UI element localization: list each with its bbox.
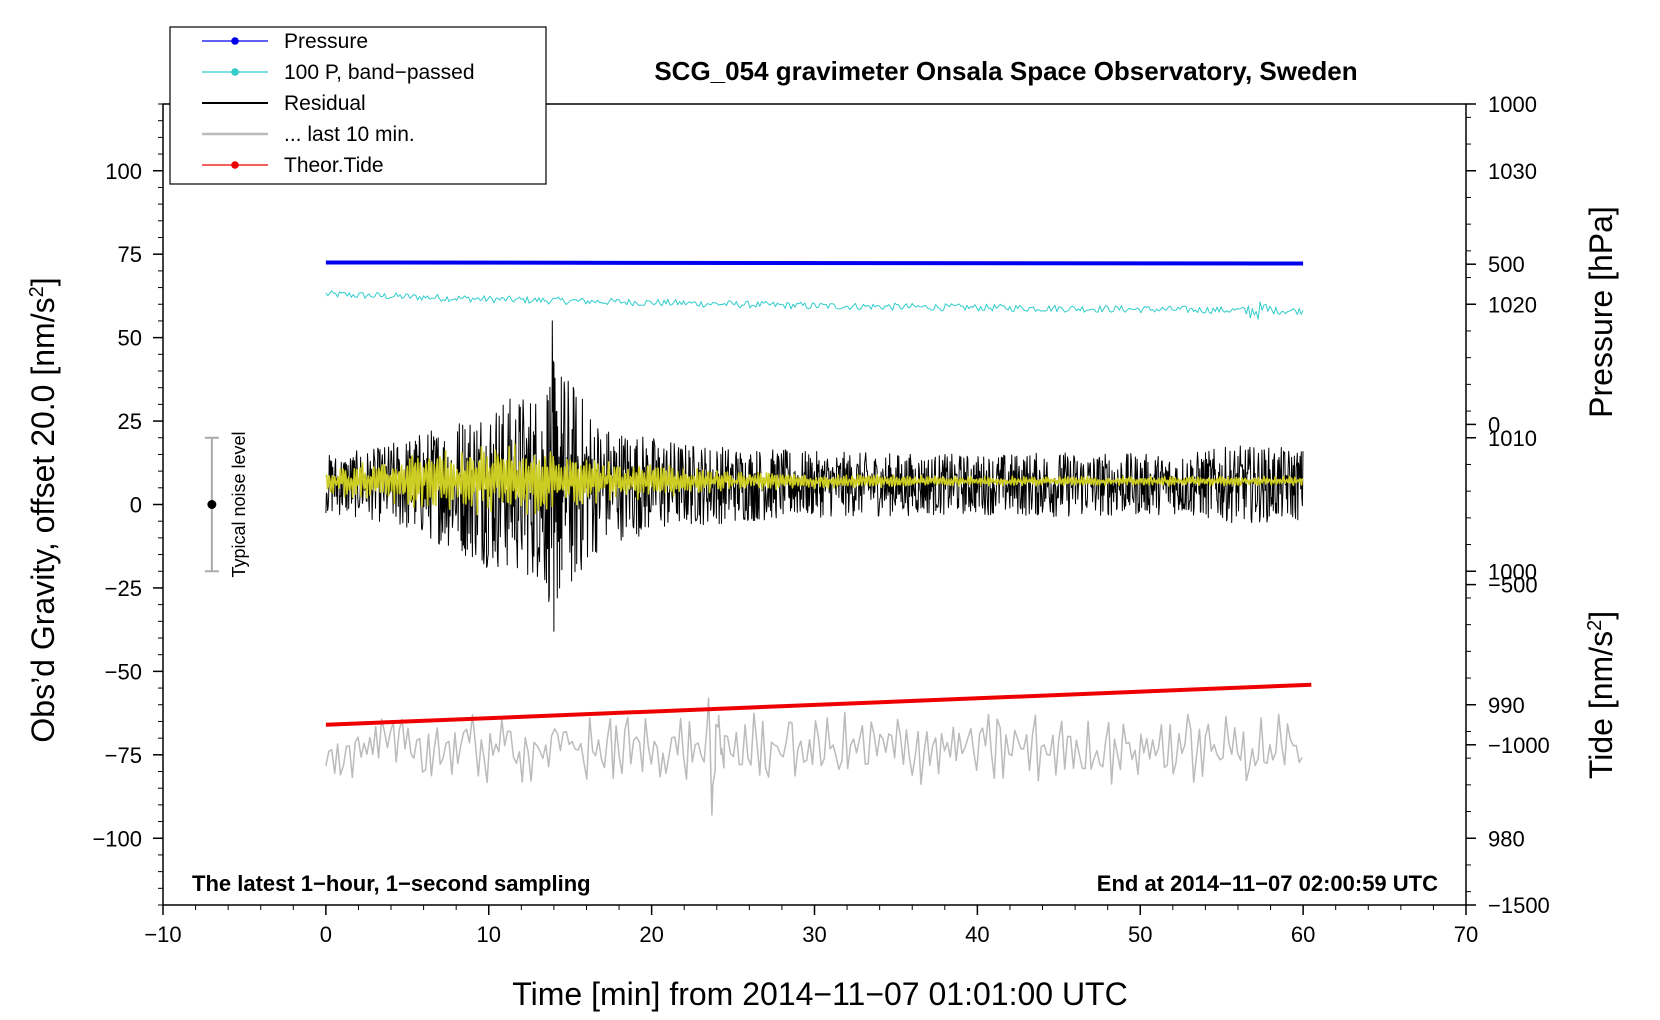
axes-layer: −10 0 10 20 30 40 50 60 701007550250−25−50−75−10… bbox=[92, 92, 1549, 947]
legend-label: ... last 10 min. bbox=[284, 123, 415, 146]
y-tick-label: 75 bbox=[118, 242, 142, 267]
x-tick-label: 20 bbox=[639, 922, 663, 947]
y-tick-label: −75 bbox=[105, 743, 142, 768]
tide-tick-label: 0 bbox=[1488, 412, 1500, 437]
pressure-line bbox=[325, 260, 1304, 266]
x-tick-label: 50 bbox=[1128, 922, 1152, 947]
residual-smoothed-line bbox=[325, 443, 1304, 516]
residual-line bbox=[325, 320, 1304, 632]
x-tick-label: 60 bbox=[1291, 922, 1315, 947]
legend-label: 100 P, band−passed bbox=[284, 61, 475, 84]
noise-center-point bbox=[207, 500, 217, 509]
pressure-tick-label: 1000 bbox=[1488, 559, 1537, 584]
noise-level-label: Typical noise level bbox=[229, 431, 249, 577]
legend-box bbox=[169, 26, 547, 185]
tide-tick-label: 500 bbox=[1488, 252, 1525, 277]
y-tick-label: 25 bbox=[118, 409, 142, 434]
chart-title: SCG_054 gravimeter Onsala Space Observat… bbox=[654, 56, 1357, 86]
legend-label: Theor.Tide bbox=[284, 154, 384, 177]
x-tick-label: 30 bbox=[802, 922, 826, 947]
tide-tick-label: 1000 bbox=[1488, 92, 1537, 117]
y-axis-title-pressure: Pressure [hPa] bbox=[1583, 206, 1619, 418]
y-axis-title-tide: Tide [nm/s2] bbox=[1583, 611, 1619, 779]
pressure-tick-label: 1020 bbox=[1488, 292, 1537, 317]
sampling-annotation: The latest 1−hour, 1−second sampling bbox=[192, 871, 591, 896]
tide-tick-label: −500 bbox=[1488, 573, 1538, 598]
legend-swatch-marker bbox=[231, 68, 239, 76]
data-layer bbox=[325, 260, 1312, 816]
pressure-tick-label: 1030 bbox=[1488, 159, 1537, 184]
y-tick-label: −50 bbox=[105, 659, 142, 684]
x-tick-label: 10 bbox=[477, 922, 501, 947]
y-tick-label: −25 bbox=[105, 576, 142, 601]
x-tick-label: 70 bbox=[1454, 922, 1478, 947]
legend-swatch-marker bbox=[231, 37, 239, 45]
y-tick-label: 100 bbox=[105, 159, 142, 184]
end-time-annotation: End at 2014−11−07 02:00:59 UTC bbox=[1097, 871, 1438, 896]
pressure-tick-label: 990 bbox=[1488, 693, 1525, 718]
band-passed-pressure-line bbox=[325, 290, 1304, 320]
theoretical-tide-line bbox=[325, 682, 1312, 727]
y-axis-title-left: Obs’d Gravity, offset 20.0 [nm/s2] bbox=[25, 277, 61, 742]
last-10-min-line bbox=[325, 697, 1303, 816]
x-tick-label: 0 bbox=[320, 922, 332, 947]
pressure-tick-label: 1010 bbox=[1488, 426, 1537, 451]
pressure-tick-label: 980 bbox=[1488, 826, 1525, 851]
noise-level-indicator: Typical noise level bbox=[204, 431, 249, 578]
x-tick-label: −10 bbox=[144, 922, 181, 947]
x-tick-label: 40 bbox=[965, 922, 989, 947]
tide-tick-label: −1500 bbox=[1488, 893, 1550, 918]
y-tick-label: −100 bbox=[92, 826, 142, 851]
tide-tick-label: −1000 bbox=[1488, 733, 1550, 758]
y-tick-label: 0 bbox=[130, 493, 142, 518]
legend-label: Residual bbox=[284, 92, 366, 115]
legend: Pressure 100 P, band−passed Residual ... la… bbox=[169, 26, 547, 185]
x-axis-title: Time [min] from 2014−11−07 01:01:00 UTC bbox=[512, 976, 1127, 1012]
legend-label: Pressure bbox=[284, 30, 368, 53]
legend-swatch-marker bbox=[231, 161, 239, 169]
y-tick-label: 50 bbox=[118, 326, 142, 351]
